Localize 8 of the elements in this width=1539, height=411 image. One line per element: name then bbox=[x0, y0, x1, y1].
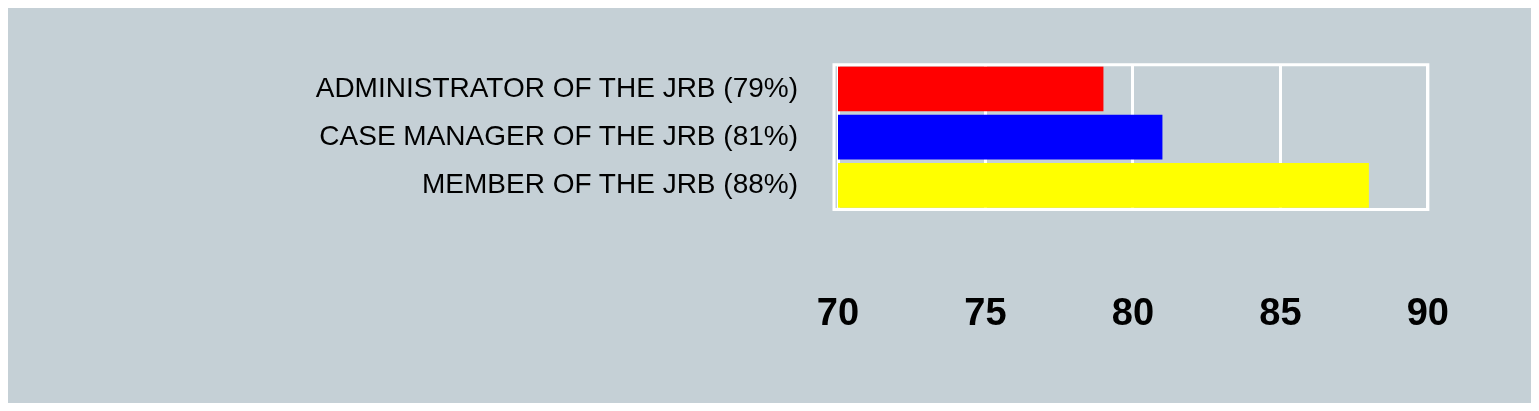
y-tick-label: ADMINISTRATOR OF THE JRB (79%) bbox=[315, 71, 798, 103]
y-tick-label: MEMBER OF THE JRB (88%) bbox=[422, 168, 798, 200]
x-tick-label: 85 bbox=[1259, 290, 1302, 333]
y-tick-label: CASE MANAGER OF THE JRB (81%) bbox=[319, 119, 798, 151]
x-tick-label: 75 bbox=[964, 290, 1007, 333]
x-tick-label: 70 bbox=[816, 290, 860, 333]
x-tick-label: 90 bbox=[1406, 290, 1450, 333]
x-tick-label: 80 bbox=[1111, 290, 1155, 333]
